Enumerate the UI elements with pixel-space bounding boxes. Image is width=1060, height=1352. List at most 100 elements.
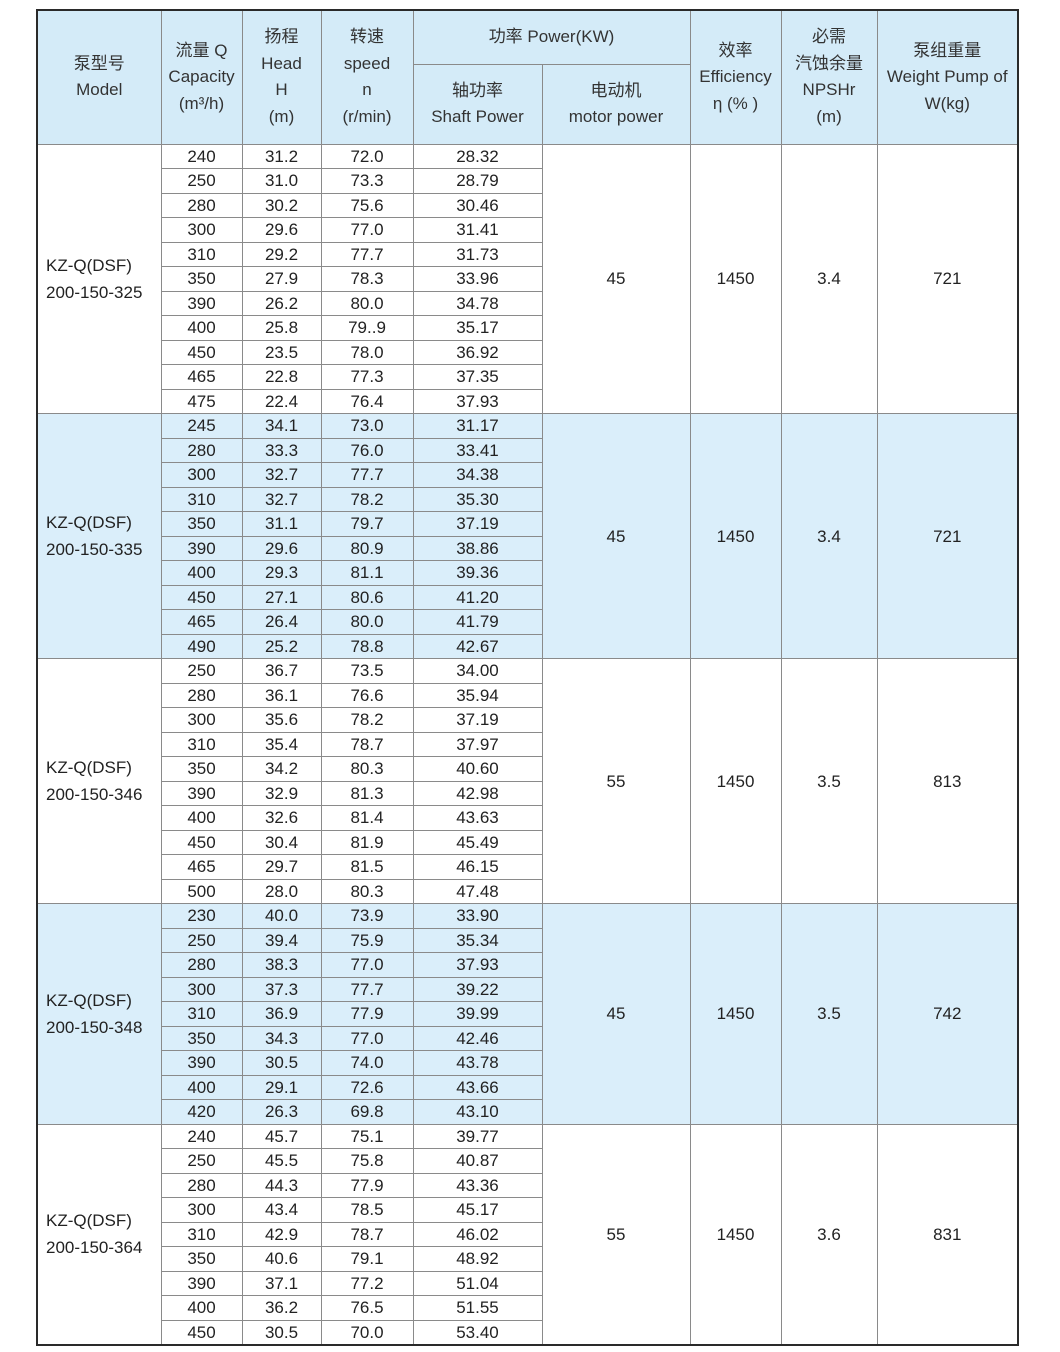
head-cell: 32.7 — [241, 462, 322, 488]
shaft-power-cell: 36.92 — [412, 339, 543, 365]
table-row: 450 23.5 78.0 36.92 — [37, 339, 1018, 365]
head-cell: 36.7 — [241, 658, 322, 684]
shaft-power-cell: 38.86 — [412, 535, 543, 561]
speed-cell: 81.9 — [320, 829, 414, 855]
head-cell: 34.2 — [241, 756, 322, 782]
capacity-cell: 310 — [160, 241, 243, 267]
table-row: 350 27.9 78.3 33.96 — [37, 266, 1018, 292]
capacity-cell: 390 — [160, 1270, 243, 1296]
table-row: 390 30.5 74.0 43.78 — [37, 1050, 1018, 1076]
weight-cell: 831 — [876, 1123, 1019, 1346]
shaft-power-cell: 39.99 — [412, 1001, 543, 1027]
speed-cell: 80.0 — [320, 609, 414, 635]
speed-cell: 80.0 — [320, 290, 414, 316]
capacity-cell: 310 — [160, 1001, 243, 1027]
shaft-power-cell: 51.55 — [412, 1295, 543, 1321]
capacity-cell: 280 — [160, 437, 243, 463]
head-cell: 29.1 — [241, 1074, 322, 1100]
head-cell: 28.0 — [241, 878, 322, 904]
head-cell: 22.8 — [241, 364, 322, 390]
head-cell: 34.3 — [241, 1025, 322, 1051]
speed-cell: 78.2 — [320, 486, 414, 512]
model-cell: KZ-Q(DSF) 200-150-364 — [36, 1123, 162, 1346]
weight-cell: 742 — [876, 903, 1019, 1125]
npshr-cell: 3.5 — [780, 903, 878, 1125]
table-row: 465 29.7 81.5 46.15 — [37, 854, 1018, 880]
speed-cell: 81.5 — [320, 854, 414, 880]
speed-cell: 79..9 — [320, 315, 414, 341]
capacity-cell: 300 — [160, 462, 243, 488]
speed-cell: 78.0 — [320, 339, 414, 365]
speed-cell: 72.6 — [320, 1074, 414, 1100]
table-row: KZ-Q(DSF) 200-150-346 250 36.7 73.5 34.00 55 14… — [36, 658, 1019, 904]
table-body: KZ-Q(DSF) 200-150-325 240 31.2 72.0 28.32 45 14… — [36, 143, 1019, 1346]
capacity-cell: 250 — [160, 658, 243, 684]
npshr-cell: 3.6 — [780, 1123, 878, 1346]
table-row: 390 29.6 80.9 38.86 — [37, 535, 1018, 561]
speed-cell: 75.9 — [320, 927, 414, 953]
shaft-power-cell: 28.32 — [412, 143, 543, 169]
capacity-cell: 390 — [160, 1050, 243, 1076]
table-row: 310 42.9 78.7 46.02 — [37, 1221, 1018, 1247]
motor-power-cell: 55 — [541, 658, 691, 904]
head-cell: 43.4 — [241, 1197, 322, 1223]
shaft-power-cell: 43.63 — [412, 805, 543, 831]
head-cell: 45.7 — [241, 1123, 322, 1149]
shaft-power-cell: 31.41 — [412, 217, 543, 243]
table-row: 350 34.3 77.0 42.46 — [37, 1025, 1018, 1051]
speed-cell: 77.3 — [320, 364, 414, 390]
head-cell: 39.4 — [241, 927, 322, 953]
head-cell: 30.4 — [241, 829, 322, 855]
efficiency-cell: 1450 — [689, 658, 782, 904]
header-capacity: 流量 Q Capacity (m³/h) — [160, 9, 243, 145]
speed-cell: 77.0 — [320, 952, 414, 978]
head-cell: 38.3 — [241, 952, 322, 978]
header-model: 泵型号 Model — [36, 9, 162, 145]
table-row: 420 26.3 69.8 43.10 — [37, 1099, 1018, 1125]
capacity-cell: 400 — [160, 805, 243, 831]
capacity-cell: 350 — [160, 756, 243, 782]
motor-power-cell: 45 — [541, 413, 691, 659]
shaft-power-cell: 37.35 — [412, 364, 543, 390]
efficiency-cell: 1450 — [689, 1123, 782, 1346]
speed-cell: 78.5 — [320, 1197, 414, 1223]
table-row: 400 29.1 72.6 43.66 — [37, 1074, 1018, 1100]
npshr-cell: 3.4 — [780, 413, 878, 659]
head-cell: 37.1 — [241, 1270, 322, 1296]
shaft-power-cell: 39.36 — [412, 560, 543, 586]
table-row: 400 25.8 79..9 35.17 — [37, 315, 1018, 341]
capacity-cell: 350 — [160, 511, 243, 537]
speed-cell: 73.3 — [320, 168, 414, 194]
model-name-line: 200-150-335 — [46, 540, 143, 559]
table-row: 350 34.2 80.3 40.60 — [37, 756, 1018, 782]
motor-power-cell: 55 — [541, 1123, 691, 1346]
capacity-cell: 230 — [160, 903, 243, 929]
table-row: KZ-Q(DSF) 200-150-325 240 31.2 72.0 28.32 45 14… — [36, 143, 1019, 414]
head-cell: 44.3 — [241, 1172, 322, 1198]
model-name-line: KZ-Q(DSF) — [46, 990, 132, 1010]
model-name-line: KZ-Q(DSF) — [46, 1211, 132, 1231]
speed-cell: 79.1 — [320, 1246, 414, 1272]
shaft-power-cell: 31.73 — [412, 241, 543, 267]
speed-cell: 78.7 — [320, 1221, 414, 1247]
head-cell: 40.6 — [241, 1246, 322, 1272]
header-power: 功率 Power(KW) — [412, 9, 691, 65]
head-cell: 36.2 — [241, 1295, 322, 1321]
shaft-power-cell: 33.96 — [412, 266, 543, 292]
speed-cell: 76.0 — [320, 437, 414, 463]
capacity-cell: 245 — [160, 413, 243, 439]
speed-cell: 73.5 — [320, 658, 414, 684]
head-cell: 40.0 — [241, 903, 322, 929]
speed-cell: 77.0 — [320, 1025, 414, 1051]
table-row: 450 27.1 80.6 41.20 — [37, 584, 1018, 610]
model-cell: KZ-Q(DSF) 200-150-348 — [36, 903, 162, 1125]
head-cell: 23.5 — [241, 339, 322, 365]
head-cell: 29.6 — [241, 535, 322, 561]
table-row: 310 32.7 78.2 35.30 — [37, 486, 1018, 512]
capacity-cell: 400 — [160, 315, 243, 341]
shaft-power-cell: 43.66 — [412, 1074, 543, 1100]
shaft-power-cell: 43.78 — [412, 1050, 543, 1076]
speed-cell: 80.3 — [320, 878, 414, 904]
speed-cell: 77.7 — [320, 462, 414, 488]
capacity-cell: 300 — [160, 217, 243, 243]
